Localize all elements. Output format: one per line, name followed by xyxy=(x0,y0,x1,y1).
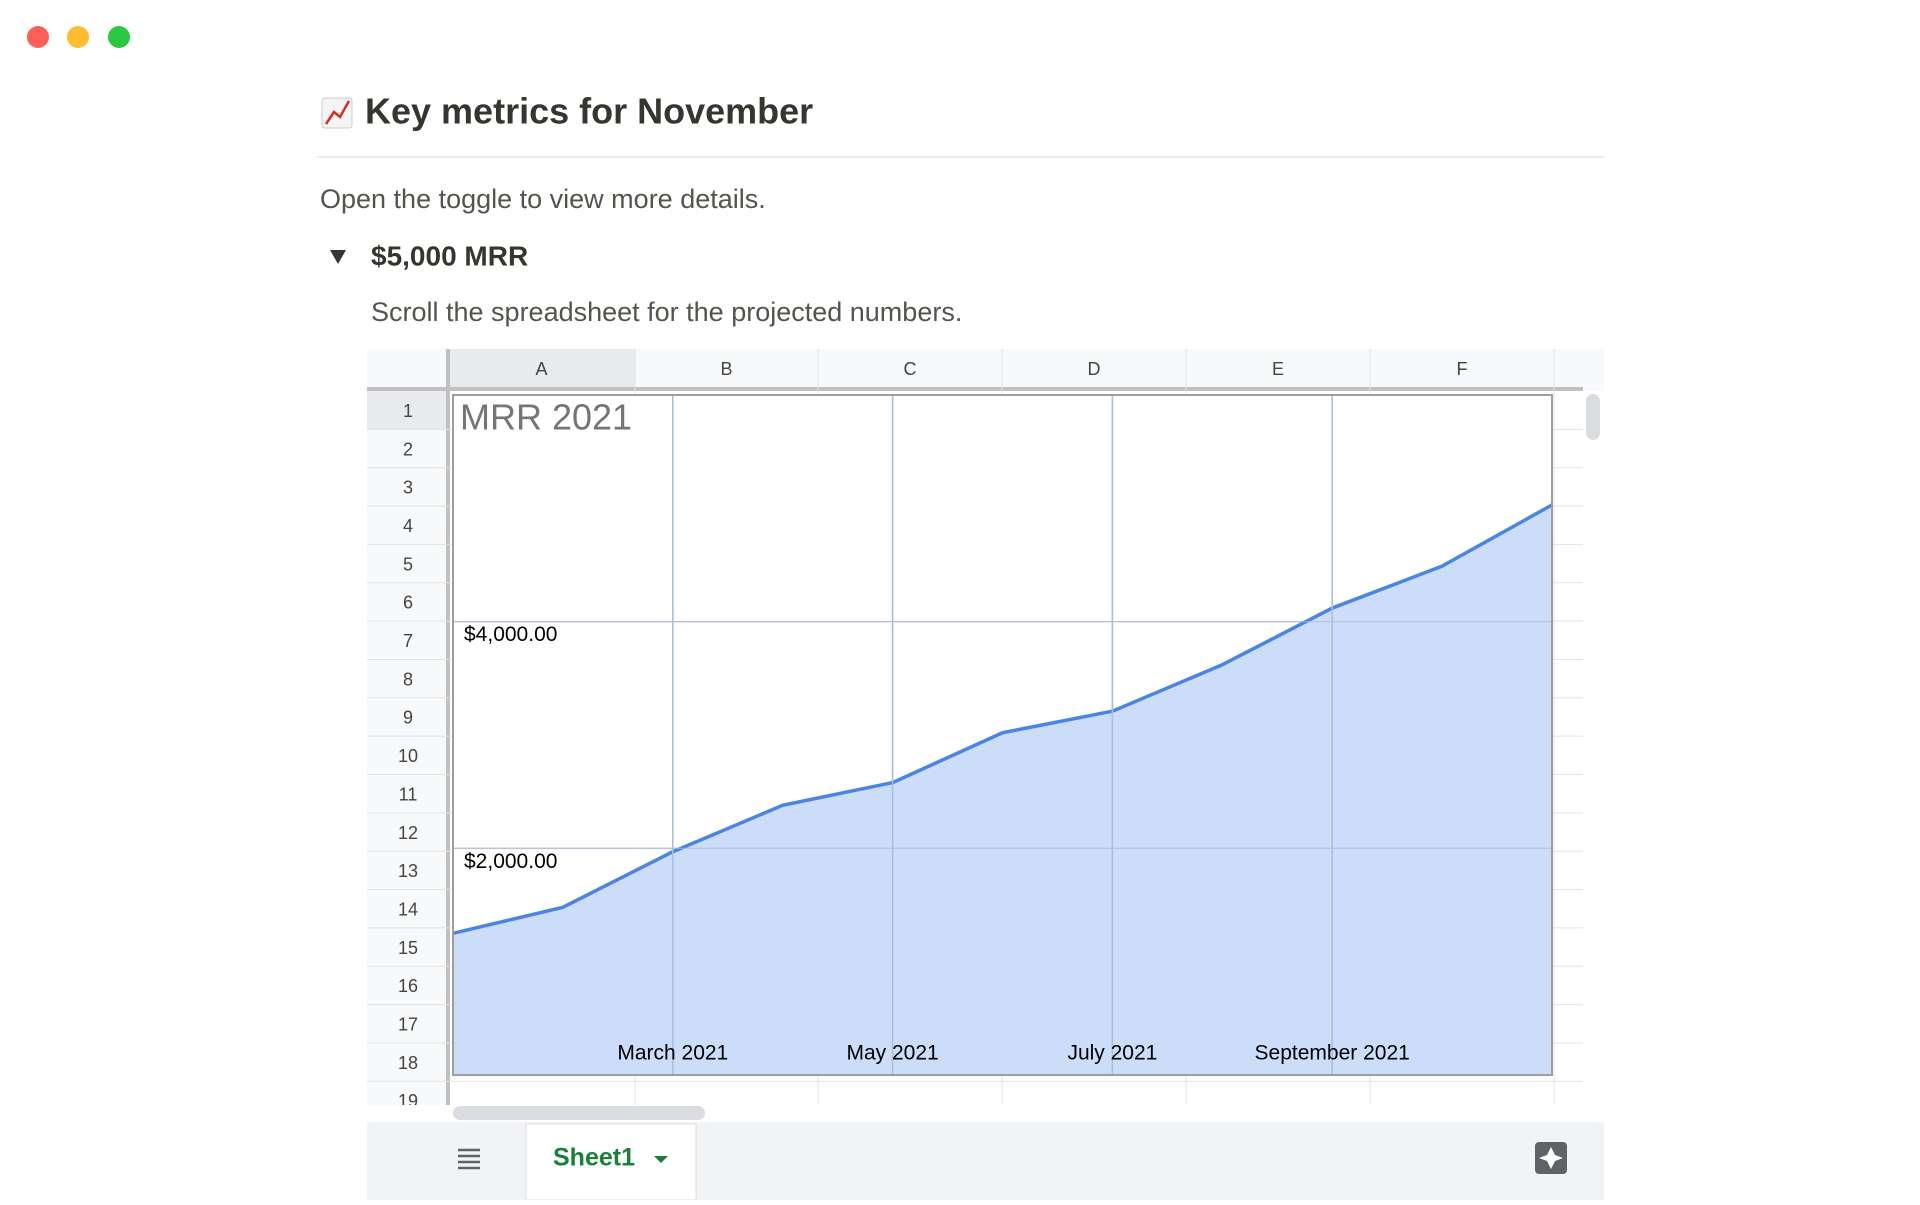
row-header: 3 xyxy=(403,478,413,498)
sheet-tab-label[interactable]: Sheet1 xyxy=(553,1144,635,1172)
paragraph: Open the toggle to view more details. xyxy=(320,184,766,214)
row-header: 15 xyxy=(398,938,418,958)
row-header: 10 xyxy=(398,746,418,766)
row-header: 6 xyxy=(403,593,413,613)
sheet-tab[interactable] xyxy=(525,1123,697,1201)
vertical-scrollbar[interactable] xyxy=(1586,394,1600,440)
paragraph: Scroll the spreadsheet for the projected… xyxy=(371,297,962,327)
explore-icon xyxy=(1539,1147,1563,1169)
row-header: 2 xyxy=(403,439,413,459)
row-header: 1 xyxy=(403,401,413,421)
minimize-button[interactable] xyxy=(67,26,89,48)
column-header: A xyxy=(535,359,547,379)
column-header: B xyxy=(720,359,732,379)
vertical-scroll-track xyxy=(1583,391,1604,1105)
toggle-title[interactable]: $5,000 MRR xyxy=(371,240,528,271)
chart: March 2021 May 2021 July 2021 September 202… xyxy=(452,394,1553,1076)
corner-cell xyxy=(367,349,448,391)
row-header: 8 xyxy=(403,669,413,689)
title-icon xyxy=(321,97,353,129)
selected-column-header xyxy=(448,349,635,391)
row-header: 17 xyxy=(398,1015,418,1035)
chart-border xyxy=(452,394,1553,1076)
y-tick-label: $4,000.00 xyxy=(464,623,557,646)
tab-menu-arrow[interactable] xyxy=(654,1156,668,1163)
toggle-arrow[interactable] xyxy=(330,250,346,264)
selected-row-header xyxy=(367,391,448,430)
row-header: 19 xyxy=(398,1091,418,1111)
all-sheets-button[interactable] xyxy=(458,1148,480,1170)
row-header-bar xyxy=(367,349,448,1105)
close-button[interactable] xyxy=(27,26,49,48)
column-header: F xyxy=(1457,359,1468,379)
column-header: E xyxy=(1272,359,1284,379)
x-tick-label: March 2021 xyxy=(617,1042,728,1065)
column-header: D xyxy=(1088,359,1101,379)
row-header: 11 xyxy=(399,784,418,804)
row-header: 7 xyxy=(403,631,413,651)
row-header: 12 xyxy=(398,823,418,843)
row-header: 14 xyxy=(398,899,418,919)
horizontal-scrollbar[interactable] xyxy=(453,1106,705,1120)
x-tick-label: September 2021 xyxy=(1255,1042,1410,1065)
page-title: Key metrics for November xyxy=(365,91,813,132)
row-header: 16 xyxy=(398,976,418,996)
line xyxy=(452,503,1553,936)
row-header: 5 xyxy=(403,554,413,574)
row-header: 13 xyxy=(398,861,418,881)
row-header: 4 xyxy=(403,516,413,536)
row-header: 9 xyxy=(403,708,413,728)
sheet-footer: Sheet1 xyxy=(367,1105,1604,1201)
chart-title: MRR 2021 xyxy=(460,397,632,438)
column-header: C xyxy=(904,359,917,379)
y-tick-label: $2,000.00 xyxy=(464,850,557,873)
x-tick-label: May 2021 xyxy=(846,1042,938,1065)
area xyxy=(453,504,1552,1075)
zoom-button[interactable] xyxy=(108,26,130,48)
row-header: 18 xyxy=(398,1053,418,1073)
x-tick-label: July 2021 xyxy=(1067,1042,1157,1065)
